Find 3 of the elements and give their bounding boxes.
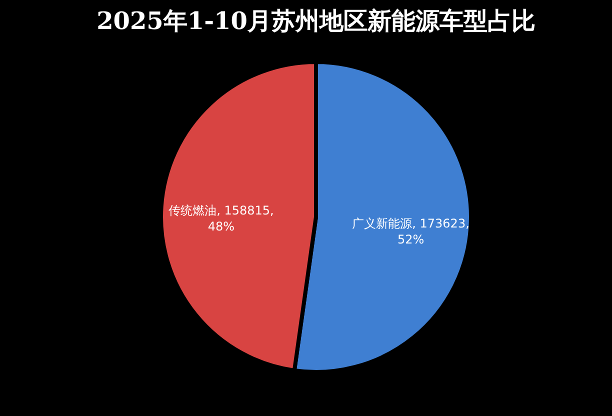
slice-label: 广义新能源, 173623, 52% <box>352 216 470 247</box>
chart-title: 2025年1-10月苏州地区新能源车型占比 <box>96 6 536 35</box>
slice-label: 传统燃油, 158815, 48% <box>168 203 274 234</box>
